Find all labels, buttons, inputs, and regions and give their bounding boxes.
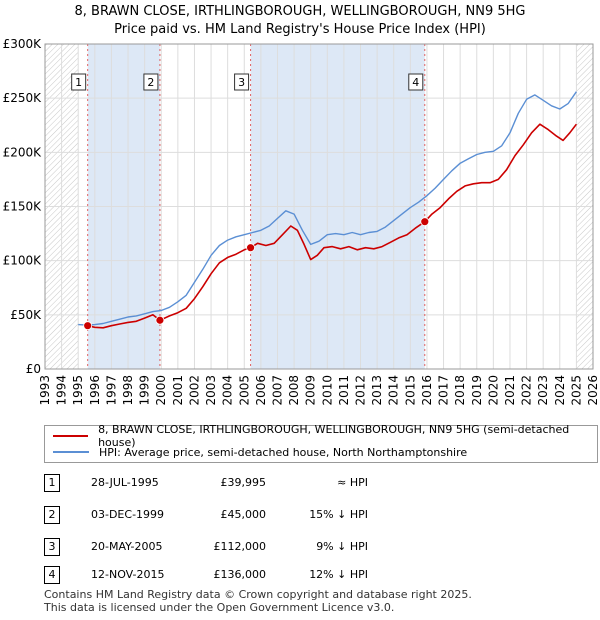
price-series-line — [87, 123, 578, 329]
x-tick-label: 2011 — [337, 375, 351, 406]
sale-point — [155, 315, 165, 325]
transaction-row: 1 28-JUL-1995 £39,995 ≈ HPI — [44, 474, 424, 494]
legend-item-price: 8, BRAWN CLOSE, IRTHLINGBOROUGH, WELLING… — [53, 423, 597, 449]
y-tick-label: £250K — [3, 91, 43, 105]
x-tick-label: 2012 — [354, 375, 368, 406]
x-tick-label: 2001 — [171, 375, 185, 406]
transaction-row: 3 20-MAY-2005 £112,000 9% ↓ HPI — [44, 538, 424, 558]
transaction-date: 03-DEC-1999 — [91, 508, 165, 521]
transaction-number: 2 — [44, 506, 60, 524]
transaction-date: 12-NOV-2015 — [91, 568, 165, 581]
x-tick-label: 2021 — [503, 375, 517, 406]
legend-label-price: 8, BRAWN CLOSE, IRTHLINGBOROUGH, WELLING… — [98, 423, 570, 449]
transaction-number: 1 — [44, 474, 60, 492]
x-tick-label: 2008 — [287, 375, 301, 406]
x-tick-label: 2022 — [520, 375, 534, 406]
x-tick-label: 2006 — [254, 375, 268, 406]
sale-number-box — [71, 73, 87, 91]
x-tick-label: 2002 — [187, 375, 201, 406]
sale-number-label: 3 — [238, 76, 245, 89]
sale-number-box — [408, 73, 424, 91]
transaction-hpi: 9% ↓ HPI — [316, 540, 368, 553]
chart-title: 8, BRAWN CLOSE, IRTHLINGBOROUGH, WELLING… — [74, 4, 526, 19]
x-tick-label: 1993 — [38, 375, 52, 406]
price-chart: 1 2 3 4 £0 £50K £100K £150K £200K £250K £300K 1993… — [3, 37, 600, 406]
y-tick-label: £50K — [10, 308, 42, 322]
sale-number-box — [143, 73, 159, 91]
footer-license: This data is licensed under the Open Gov… — [44, 601, 395, 614]
chart-legend: 8, BRAWN CLOSE, IRTHLINGBOROUGH, WELLING… — [44, 423, 598, 463]
sale-point — [420, 217, 430, 227]
x-tick-label: 1998 — [121, 375, 135, 406]
x-tick-label: 2015 — [403, 375, 417, 406]
legend-swatch-price — [53, 435, 89, 437]
transaction-hpi: 12% ↓ HPI — [309, 568, 368, 581]
x-tick-label: 2019 — [470, 375, 484, 406]
footer-copyright: Contains HM Land Registry data © Crown c… — [44, 588, 472, 601]
transaction-price: £45,000 — [220, 508, 267, 521]
sale-number-label: 1 — [75, 76, 82, 89]
transaction-number: 3 — [44, 538, 60, 556]
transaction-date: 28-JUL-1995 — [91, 476, 159, 489]
x-tick-label: 2010 — [320, 375, 334, 406]
y-tick-label: £0 — [26, 362, 41, 376]
transaction-date: 20-MAY-2005 — [91, 540, 163, 553]
x-tick-label: 2024 — [553, 375, 567, 406]
x-tick-label: 2017 — [437, 375, 451, 406]
y-tick-label: £150K — [3, 200, 43, 214]
transaction-hpi: 15% ↓ HPI — [309, 508, 368, 521]
chart-subtitle: Price paid vs. HM Land Registry's House … — [114, 22, 486, 37]
y-tick-label: £200K — [3, 145, 43, 159]
x-tick-label: 2009 — [304, 375, 318, 406]
x-tick-label: 1996 — [88, 375, 102, 406]
x-tick-label: 1997 — [104, 375, 118, 406]
transaction-price: £136,000 — [213, 568, 267, 581]
x-tick-label: 2026 — [586, 375, 600, 406]
sale-point — [246, 243, 255, 253]
x-tick-label: 1994 — [55, 375, 69, 406]
transaction-hpi: ≈ HPI — [337, 476, 368, 489]
x-tick-label: 2023 — [536, 375, 550, 406]
transaction-price: £112,000 — [213, 540, 267, 553]
sale-number-label: 2 — [147, 76, 154, 89]
x-tick-label: 2018 — [453, 375, 467, 406]
x-tick-label: 1995 — [71, 375, 85, 406]
sale-number-box — [234, 73, 250, 91]
hpi-series-line — [78, 91, 577, 326]
x-tick-label: 1999 — [138, 375, 152, 406]
x-tick-label: 2013 — [370, 375, 384, 406]
transaction-row: 2 03-DEC-1999 £45,000 15% ↓ HPI — [44, 506, 424, 526]
sale-number-label: 4 — [412, 76, 419, 89]
sale-point — [83, 321, 93, 331]
plot-border — [44, 43, 594, 370]
x-tick-label: 2025 — [569, 375, 583, 406]
x-tick-label: 2007 — [270, 375, 284, 406]
x-tick-label: 2004 — [221, 375, 235, 406]
x-tick-label: 2014 — [387, 375, 401, 406]
transaction-price: £39,995 — [220, 476, 267, 489]
x-tick-label: 2000 — [154, 375, 168, 406]
x-tick-label: 2020 — [486, 375, 500, 406]
transaction-number: 4 — [44, 566, 60, 584]
x-tick-label: 2003 — [204, 375, 218, 406]
legend-label-hpi: HPI: Average price, semi-detached house,… — [99, 445, 468, 459]
legend-item-hpi: HPI: Average price, semi-detached house,… — [53, 444, 467, 460]
y-tick-label: £300K — [3, 37, 43, 51]
y-tick-label: £100K — [3, 254, 43, 268]
x-tick-label: 2016 — [420, 375, 434, 406]
legend-swatch-hpi — [53, 451, 89, 453]
transaction-row: 4 12-NOV-2015 £136,000 12% ↓ HPI — [44, 566, 424, 586]
x-tick-label: 2005 — [237, 375, 251, 406]
